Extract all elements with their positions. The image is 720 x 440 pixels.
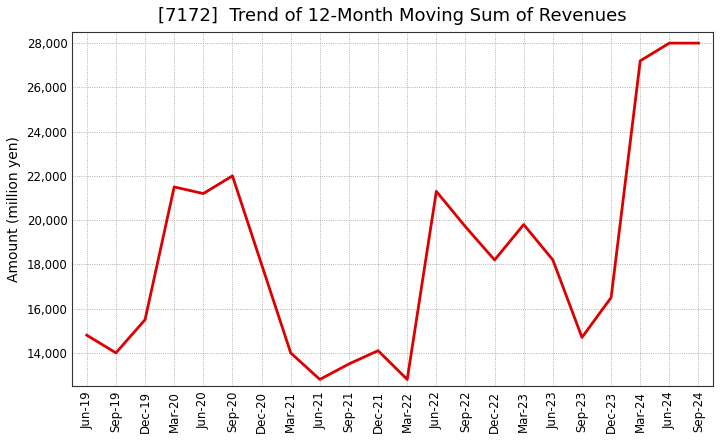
Title: [7172]  Trend of 12-Month Moving Sum of Revenues: [7172] Trend of 12-Month Moving Sum of R…: [158, 7, 627, 25]
Y-axis label: Amount (million yen): Amount (million yen): [7, 136, 21, 282]
